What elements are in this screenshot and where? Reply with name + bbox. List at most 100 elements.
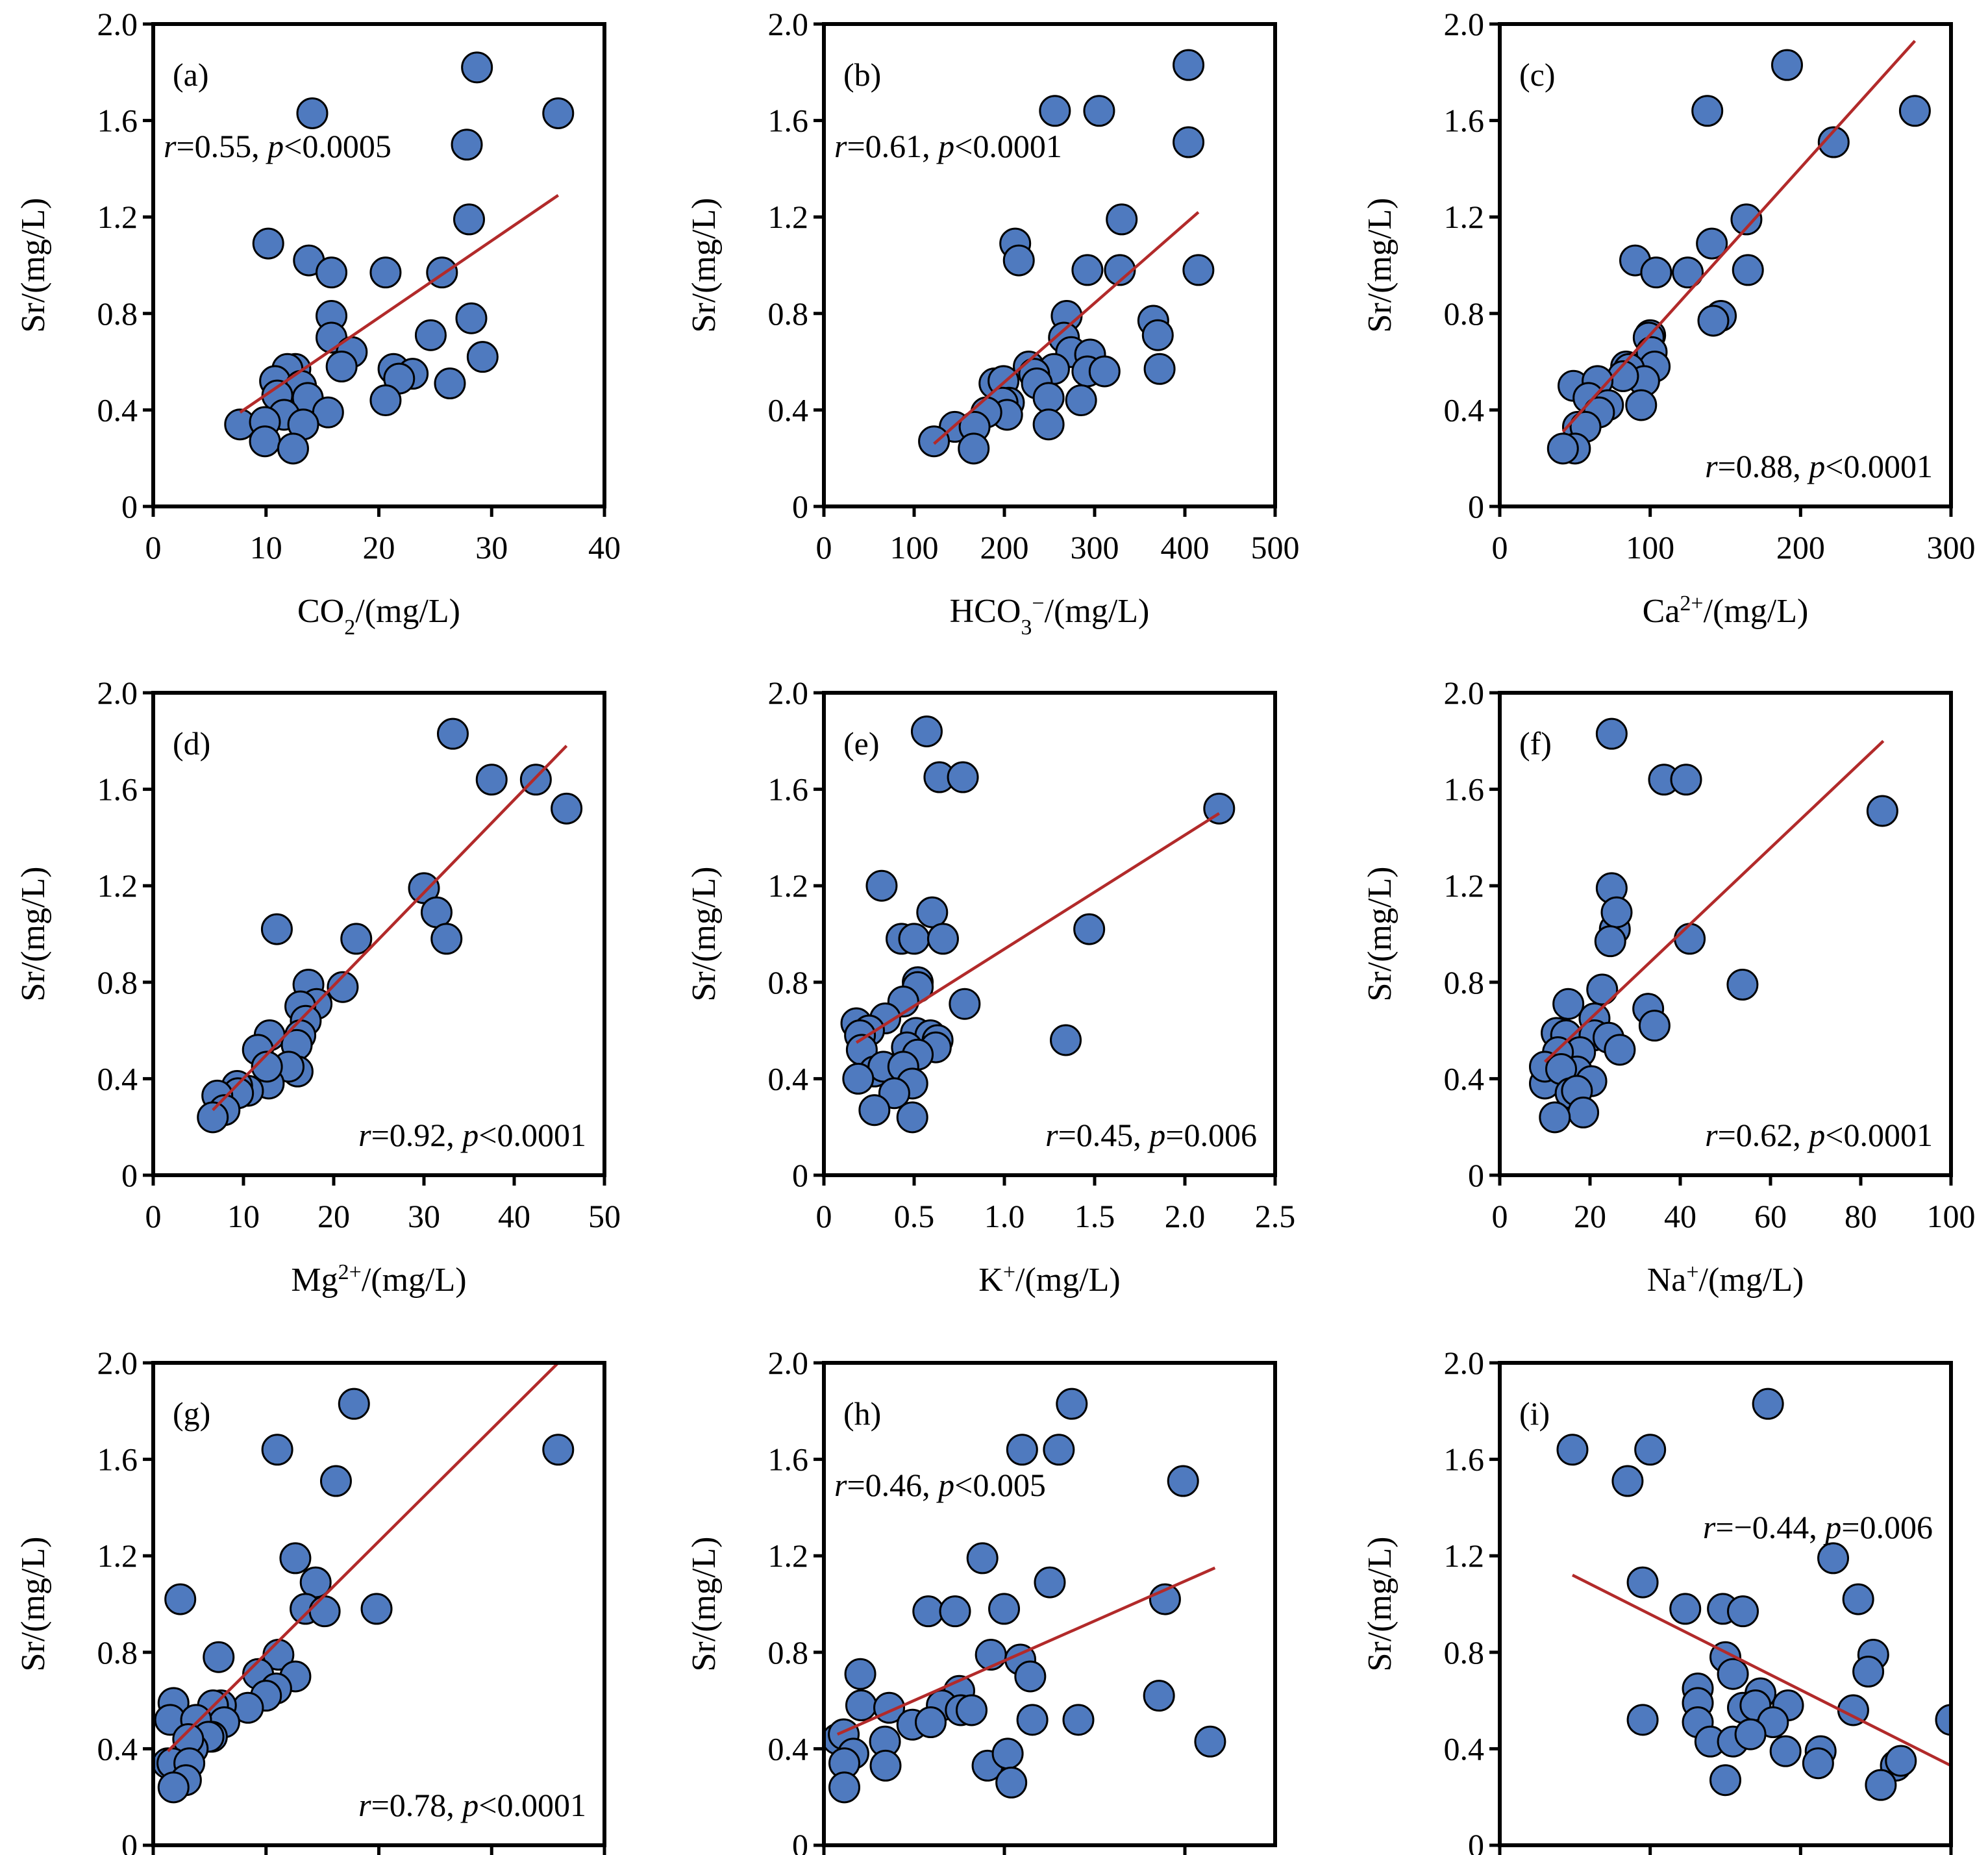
x-tick-label: 0 <box>816 1198 832 1234</box>
correlation-annotation: r=0.62, p<0.0001 <box>1705 1117 1933 1153</box>
y-tick-label: 0.8 <box>1444 295 1485 332</box>
y-tick-label: 1.6 <box>1444 771 1485 808</box>
x-label-species: Mg <box>291 1262 338 1299</box>
data-point <box>1062 1704 1095 1736</box>
data-point <box>1625 389 1658 421</box>
data-points <box>1556 1388 1951 1801</box>
y-tick-label: 0.8 <box>97 1634 138 1671</box>
x-label-unit: /(mg/L) <box>1045 593 1150 630</box>
data-point <box>1106 203 1138 236</box>
y-tick-label: 1.6 <box>97 771 138 808</box>
y-tick-label: 0.4 <box>1444 1060 1485 1097</box>
y-tick-label: 0.8 <box>1444 1634 1485 1671</box>
y-tick-label: 0.8 <box>97 964 138 1001</box>
y-tick-label: 1.2 <box>1444 199 1485 235</box>
data-points <box>153 1388 575 1804</box>
y-axis-label: Sr/(mg/L) <box>686 1537 723 1672</box>
data-point <box>1056 1388 1088 1420</box>
stat-r-value: =0.88, <box>1718 448 1809 484</box>
x-tick-label: 80 <box>1845 1198 1877 1234</box>
stat-p-value: <0.0001 <box>1825 1117 1933 1153</box>
data-point <box>958 432 990 465</box>
data-point <box>1167 1465 1199 1497</box>
x-label-superscript: + <box>1003 1260 1015 1284</box>
x-label-unit: /(mg/L) <box>1704 593 1809 630</box>
data-point <box>327 971 359 1003</box>
stat-r-value: =−0.44, <box>1715 1509 1825 1545</box>
data-point <box>451 129 483 161</box>
stat-r-symbol: r <box>834 128 847 164</box>
data-point <box>1732 254 1764 286</box>
x-tick-label: 200 <box>980 529 1029 566</box>
data-point <box>865 869 898 902</box>
correlation-annotation: r=0.55, p<0.0005 <box>164 128 391 164</box>
y-tick-label: 1.6 <box>1444 103 1485 139</box>
data-point <box>1727 1595 1759 1628</box>
x-label-superscript: 2+ <box>338 1260 362 1284</box>
data-point <box>912 1595 945 1628</box>
data-point <box>316 256 348 289</box>
y-tick-label: 0 <box>792 1827 808 1855</box>
x-axis-label: CO2/(mg/L) <box>297 593 460 640</box>
panel-label: (a) <box>173 56 209 93</box>
y-tick-label: 0 <box>121 1827 138 1855</box>
y-tick-label: 0.4 <box>97 392 138 428</box>
y-tick-label: 1.6 <box>768 771 809 808</box>
y-tick-label: 1.6 <box>768 1441 809 1478</box>
y-tick-label: 1.2 <box>97 1538 138 1574</box>
correlation-annotation: r=0.45, p=0.006 <box>1045 1117 1257 1153</box>
stat-p-symbol: p <box>1807 1117 1825 1153</box>
stat-p-value: =0.006 <box>1165 1117 1257 1153</box>
trend-line <box>836 1566 1216 1736</box>
data-point <box>542 1434 575 1466</box>
data-point <box>1039 95 1071 127</box>
data-point <box>340 923 373 955</box>
panel-label: (d) <box>173 725 210 762</box>
y-axis-label: Sr/(mg/L) <box>1361 1537 1398 1672</box>
data-point <box>828 1771 861 1804</box>
scatter-panel: 0 0.4 0.8 1.2 1.6 2.0 0 10 20 30 40 (a) r=0.55, p<0.… <box>15 6 621 640</box>
scatter-panel: 0 0.4 0.8 1.2 1.6 2.0 0 100 200 300 (c) r=0.88, p<0… <box>1361 6 1976 630</box>
x-axis-label: Ca2+/(mg/L) <box>1643 591 1809 630</box>
x-axis-label: Na+/(mg/L) <box>1647 1260 1804 1299</box>
x-tick-label: 10 <box>227 1198 260 1234</box>
y-tick-label: 1.2 <box>768 867 809 904</box>
x-axis-label: Mg2+/(mg/L) <box>291 1260 466 1299</box>
data-point <box>434 367 466 400</box>
data-point <box>966 1542 999 1575</box>
data-point <box>918 425 951 458</box>
y-tick-label: 0 <box>121 488 138 525</box>
data-point <box>896 1101 928 1134</box>
data-point <box>916 896 949 928</box>
data-point <box>1865 1769 1897 1801</box>
x-tick-label: 40 <box>588 529 621 566</box>
stat-p-symbol: p <box>1807 448 1825 484</box>
y-tick-label: 1.6 <box>97 103 138 139</box>
plot-frame <box>1498 691 1953 1177</box>
data-point <box>277 432 309 465</box>
x-tick-label: 30 <box>475 529 508 566</box>
y-tick-label: 2.0 <box>97 6 138 42</box>
data-point <box>164 1583 197 1615</box>
data-point <box>1547 432 1579 465</box>
data-point <box>420 896 453 928</box>
data-point <box>279 1542 312 1575</box>
data-points <box>1529 717 1898 1134</box>
y-tick-label: 0.4 <box>97 1730 138 1767</box>
data-point <box>1674 923 1706 955</box>
data-point <box>1173 126 1205 158</box>
scatter-panel: 00.40.81.21.62.000.10.20.30.4(g)r=0.78, … <box>15 1345 606 1855</box>
y-tick-label: 0 <box>1468 488 1484 525</box>
data-point <box>844 1658 876 1690</box>
data-point <box>947 761 979 793</box>
stat-r-value: =0.92, <box>371 1117 463 1153</box>
data-point <box>1769 1735 1802 1767</box>
x-tick-label: 500 <box>1251 529 1300 566</box>
y-tick-label: 0.4 <box>1444 1730 1485 1767</box>
plot-frame <box>822 1361 1277 1847</box>
data-point <box>1083 95 1115 127</box>
data-point <box>1726 969 1759 1001</box>
data-point <box>414 319 447 351</box>
data-point <box>1696 227 1728 260</box>
